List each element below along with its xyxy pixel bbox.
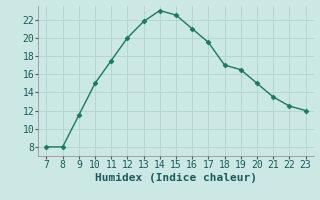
X-axis label: Humidex (Indice chaleur): Humidex (Indice chaleur): [95, 173, 257, 183]
